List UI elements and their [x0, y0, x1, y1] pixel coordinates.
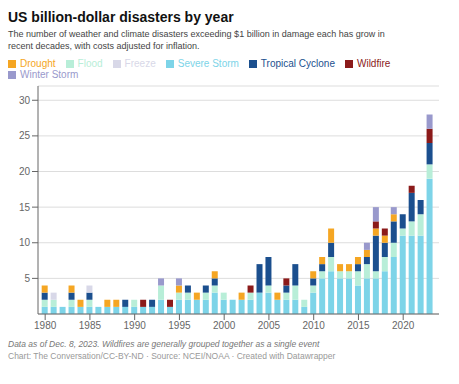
svg-text:2010: 2010: [303, 320, 326, 331]
svg-text:30: 30: [19, 95, 31, 106]
svg-text:1990: 1990: [124, 320, 147, 331]
svg-text:1995: 1995: [168, 320, 191, 331]
html-text:Tropical Cyclone: Tropical Cyclone: [260, 58, 335, 69]
svg-text:15: 15: [19, 202, 31, 213]
html-text:Severe Storm: Severe Storm: [177, 58, 239, 69]
html-text:Wildfire: Wildfire: [357, 58, 391, 69]
svg-text:1985: 1985: [79, 320, 102, 331]
svg-text:2020: 2020: [392, 320, 415, 331]
html-text:Chart: The Conversation/CC-BY-: Chart: The Conversation/CC-BY-ND · Sourc…: [8, 351, 336, 361]
svg-text:2000: 2000: [213, 320, 236, 331]
html-text:Freeze: Freeze: [124, 58, 156, 69]
svg-text:10: 10: [19, 237, 31, 248]
html-text:Data as of Dec. 8, 2023. Wildf: Data as of Dec. 8, 2023. Wildfires are g…: [8, 339, 320, 349]
html-text:US billion-dollar disasters by: US billion-dollar disasters by year: [8, 9, 234, 25]
html-text:Winter Storm: Winter Storm: [20, 69, 79, 80]
html-text:The number of weather and clim: The number of weather and climate disast…: [8, 29, 385, 51]
html-text:Drought: Drought: [20, 58, 56, 69]
svg-text:2005: 2005: [258, 320, 281, 331]
svg-text:25: 25: [19, 130, 31, 141]
svg-text:20: 20: [19, 166, 31, 177]
svg-text:2015: 2015: [347, 320, 370, 331]
html-text:Flood: Flood: [77, 58, 103, 69]
svg-text:5: 5: [24, 273, 30, 284]
svg-text:1980: 1980: [34, 320, 57, 331]
